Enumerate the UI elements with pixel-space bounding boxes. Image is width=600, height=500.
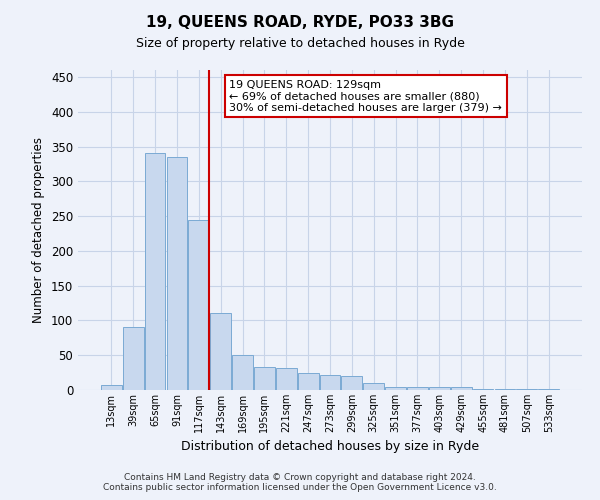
Bar: [254, 367, 275, 390]
Text: 19 QUEENS ROAD: 129sqm
← 69% of detached houses are smaller (880)
30% of semi-de: 19 QUEENS ROAD: 129sqm ← 69% of detached…: [229, 80, 502, 113]
Bar: [210, 314, 231, 390]
Y-axis label: Number of detached properties: Number of detached properties: [32, 137, 46, 323]
Bar: [101, 385, 122, 390]
Bar: [276, 368, 296, 390]
Bar: [429, 387, 450, 390]
X-axis label: Distribution of detached houses by size in Ryde: Distribution of detached houses by size …: [181, 440, 479, 454]
Bar: [232, 355, 253, 390]
Bar: [145, 154, 166, 390]
Bar: [473, 388, 493, 390]
Text: Size of property relative to detached houses in Ryde: Size of property relative to detached ho…: [136, 38, 464, 51]
Bar: [298, 372, 319, 390]
Bar: [167, 157, 187, 390]
Bar: [341, 376, 362, 390]
Bar: [123, 328, 143, 390]
Bar: [494, 388, 515, 390]
Bar: [538, 388, 559, 390]
Bar: [188, 220, 209, 390]
Bar: [407, 387, 428, 390]
Bar: [364, 383, 384, 390]
Text: Contains HM Land Registry data © Crown copyright and database right 2024.
Contai: Contains HM Land Registry data © Crown c…: [103, 473, 497, 492]
Bar: [517, 388, 537, 390]
Bar: [385, 386, 406, 390]
Bar: [320, 376, 340, 390]
Text: 19, QUEENS ROAD, RYDE, PO33 3BG: 19, QUEENS ROAD, RYDE, PO33 3BG: [146, 15, 454, 30]
Bar: [451, 387, 472, 390]
